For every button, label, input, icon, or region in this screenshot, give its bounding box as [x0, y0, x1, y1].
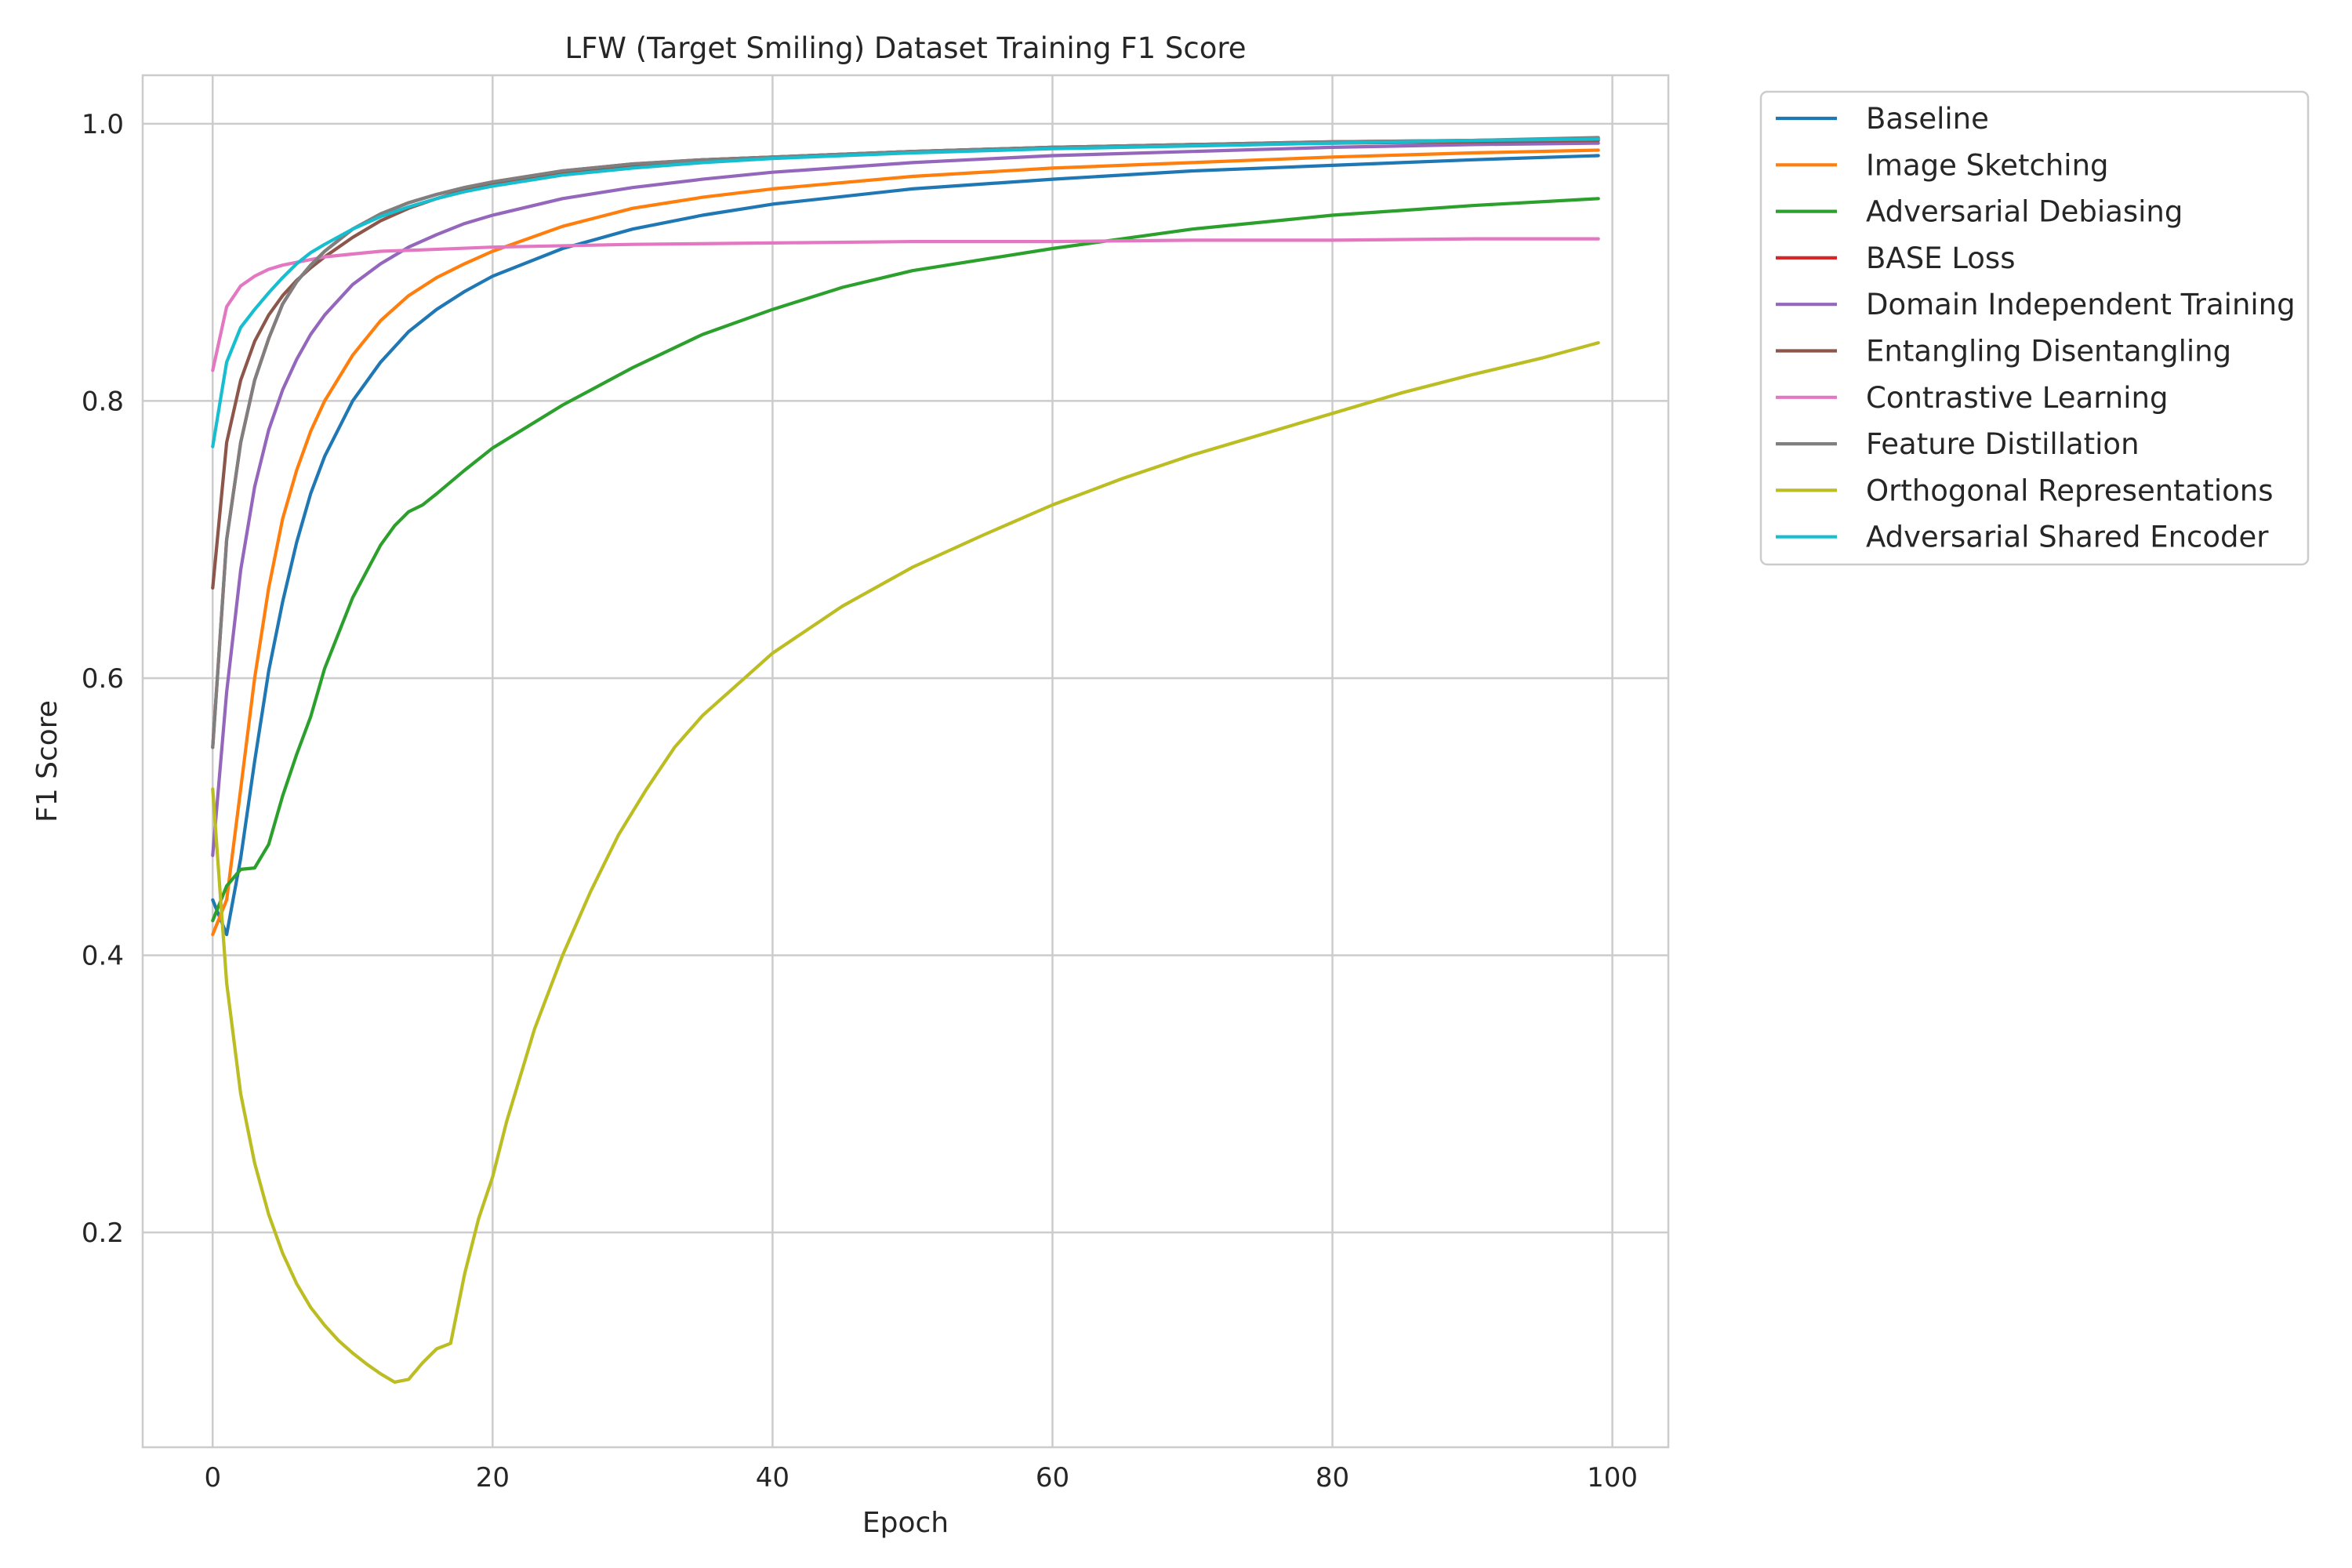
series-line-orthogonal	[211, 341, 1600, 1385]
legend-label: BASE Loss	[1866, 241, 2015, 275]
x-tick-label: 100	[1587, 1462, 1638, 1494]
y-tick-label: 0.2	[82, 1218, 124, 1249]
y-tick-labels: 0.2 0.4 0.6 0.8 1.0	[82, 109, 124, 1249]
x-axis-label: Epoch	[862, 1507, 949, 1539]
legend: Baseline Image Sketching Adversarial Debia…	[1759, 90, 2310, 566]
y-axis-label: F1 Score	[31, 700, 64, 822]
series-lines	[211, 136, 1600, 1385]
legend-label: Domain Independent Training	[1866, 288, 2296, 321]
legend-label: Orthogonal Representations	[1866, 474, 2274, 507]
x-tick-label: 80	[1316, 1462, 1349, 1494]
series-line-baseline	[211, 154, 1600, 937]
x-tick-label: 60	[1036, 1462, 1069, 1494]
legend-frame	[1759, 90, 2310, 566]
grid-lines	[143, 75, 1668, 1447]
x-tick-labels: 0 20 40 60 80 100	[204, 1462, 1638, 1494]
y-tick-label: 1.0	[82, 109, 124, 140]
y-tick-label: 0.8	[82, 386, 124, 417]
legend-label: Feature Distillation	[1866, 427, 2140, 461]
x-tick-label: 20	[476, 1462, 510, 1494]
series-line-image-sketching	[211, 148, 1600, 937]
legend-label: Adversarial Debiasing	[1866, 195, 2183, 229]
plot-background	[143, 75, 1668, 1447]
series-line-adversarial-shared	[211, 137, 1600, 448]
legend-label: Baseline	[1866, 102, 1989, 136]
y-tick-label: 0.6	[82, 663, 124, 695]
legend-label: Image Sketching	[1866, 148, 2109, 182]
series-line-contrastive	[211, 237, 1600, 372]
legend-label: Entangling Disentangling	[1866, 335, 2231, 368]
y-tick-label: 0.4	[82, 940, 124, 971]
x-tick-label: 0	[204, 1462, 221, 1494]
x-tick-label: 40	[756, 1462, 789, 1494]
series-line-adversarial-debiasing	[211, 197, 1600, 923]
legend-label: Contrastive Learning	[1866, 381, 2168, 415]
chart-title: LFW (Target Smiling) Dataset Training F1…	[564, 31, 1246, 65]
plot-frame	[141, 74, 1670, 1449]
legend-label: Adversarial Shared Encoder	[1866, 521, 2269, 554]
series-line-domain-independent	[211, 141, 1600, 858]
